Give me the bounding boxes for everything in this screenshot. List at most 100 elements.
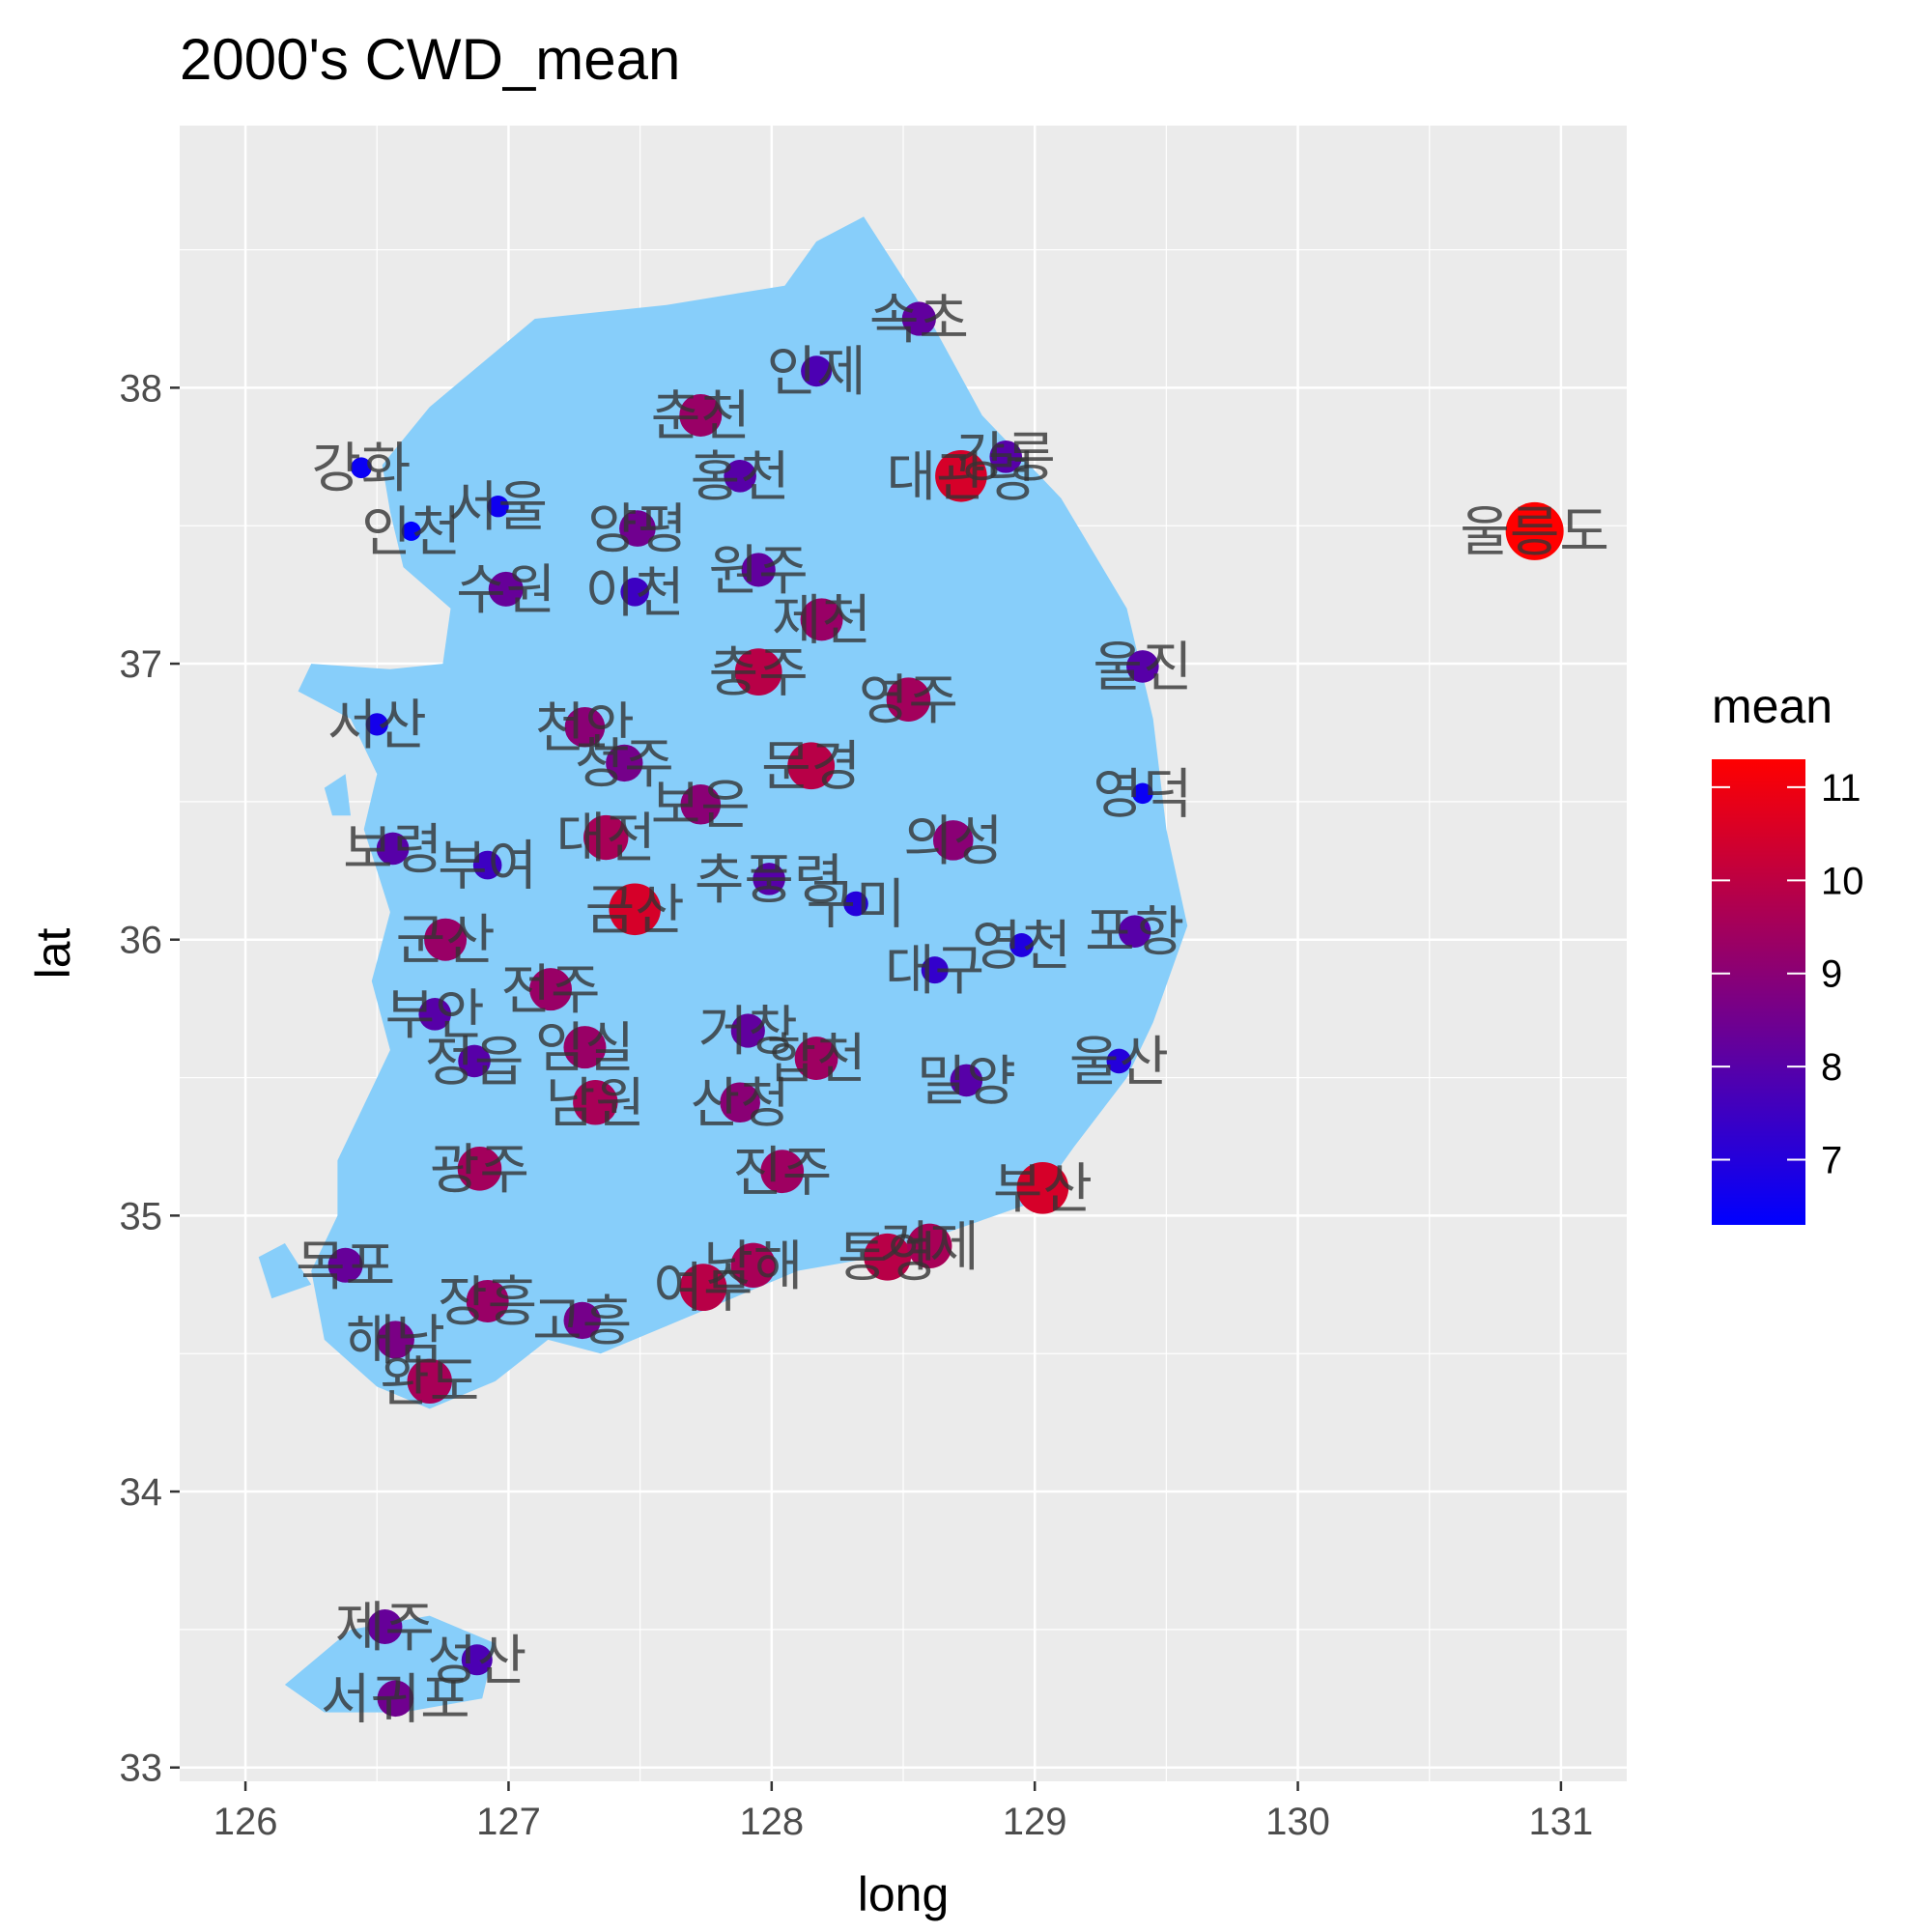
- station-point: [730, 1013, 765, 1048]
- station-point: [680, 783, 722, 825]
- station-label: 울진: [1093, 637, 1192, 699]
- station-point: [950, 1064, 983, 1097]
- station-point: [1106, 1048, 1132, 1074]
- station-label: 청주: [575, 733, 674, 796]
- station-point: [609, 883, 661, 936]
- y-axis: 33 34 35 36 37 38: [120, 367, 180, 1790]
- station-label: 군산: [396, 910, 496, 973]
- station-label: 제주: [335, 1597, 435, 1660]
- station-point: [487, 496, 509, 518]
- station-label: 인제: [767, 341, 867, 404]
- station-point: [901, 301, 936, 336]
- station-point: [720, 1082, 760, 1123]
- station-point: [407, 1358, 452, 1404]
- legend-title: mean: [1712, 679, 1833, 733]
- station-label: 통영: [838, 1227, 937, 1290]
- station-label: 영덕: [1093, 763, 1192, 826]
- station-label: 춘천: [651, 385, 751, 448]
- x-tick-label: 131: [1529, 1801, 1594, 1843]
- station-point: [1126, 650, 1159, 683]
- station-label: 금산: [585, 879, 685, 942]
- station-point: [741, 553, 776, 587]
- station-point: [801, 355, 833, 387]
- station-label: 문경: [761, 736, 861, 799]
- station-label: 충주: [709, 642, 809, 705]
- station-point: [787, 742, 836, 790]
- station-label: 보령: [343, 818, 442, 881]
- station-label: 포항: [1085, 901, 1184, 964]
- west-coast-islands: [324, 774, 351, 816]
- station-point: [619, 510, 656, 547]
- station-point: [563, 1301, 601, 1340]
- station-point: [989, 440, 1023, 473]
- y-tick-label: 33: [120, 1747, 163, 1790]
- y-tick-label: 38: [120, 367, 163, 410]
- station-point: [679, 393, 723, 437]
- station-points: [327, 301, 1564, 1718]
- x-tick-label: 130: [1265, 1801, 1330, 1843]
- station-label: 대전: [556, 808, 656, 870]
- station-label: 합천: [767, 1029, 867, 1092]
- station-label: 제천: [772, 589, 871, 652]
- legend-ticks: 7 8 9 10 11: [1712, 767, 1864, 1182]
- station-label: 이천: [585, 562, 685, 625]
- station-point: [365, 713, 388, 736]
- land-layer: [258, 216, 1188, 1713]
- station-label: 보은: [651, 775, 751, 838]
- station-label: 대관령: [887, 446, 1037, 509]
- chart-title: 2000's CWD_mean: [180, 27, 680, 92]
- station-label: 천안: [535, 697, 635, 760]
- station-point: [864, 1233, 912, 1281]
- station-point: [843, 891, 868, 917]
- jeju-island: [284, 1615, 496, 1713]
- station-point: [886, 677, 931, 722]
- station-label: 광주: [430, 1139, 529, 1202]
- station-label: 목포: [296, 1236, 395, 1298]
- station-point: [1505, 501, 1564, 560]
- station-point: [753, 863, 785, 895]
- y-tick-label: 35: [120, 1195, 163, 1237]
- station-point: [351, 457, 372, 479]
- station-point: [932, 820, 974, 861]
- station-point: [606, 744, 643, 782]
- y-tick-label: 37: [120, 643, 163, 686]
- station-point: [760, 1150, 805, 1194]
- x-tick-label: 128: [739, 1801, 804, 1843]
- station-label: 영주: [859, 669, 958, 732]
- station-label: 성산: [427, 1630, 526, 1692]
- station-label: 서울: [448, 476, 548, 539]
- station-point: [1132, 782, 1153, 805]
- station-label: 전주: [501, 959, 601, 1022]
- station-point: [679, 1264, 727, 1312]
- station-label: 거창: [698, 1001, 798, 1064]
- station-label: 의성: [903, 810, 1003, 873]
- station-label: 추풍령: [695, 849, 844, 912]
- station-point: [573, 1080, 618, 1125]
- station-point: [376, 1321, 414, 1359]
- south-coast-islands: [258, 1243, 312, 1299]
- station-point: [730, 1242, 776, 1289]
- station-point: [800, 598, 843, 641]
- station-point: [734, 648, 782, 696]
- y-axis-title: lat: [26, 927, 80, 979]
- station-point: [472, 850, 502, 880]
- station-point: [461, 1644, 493, 1676]
- station-label: 부산: [993, 1158, 1093, 1221]
- station-label: 수원: [456, 559, 555, 622]
- station-label: 부여: [438, 836, 537, 898]
- station-point: [327, 1247, 363, 1283]
- station-label: 밀양: [917, 1050, 1016, 1113]
- station-label: 강릉: [956, 427, 1056, 490]
- y-tick-label: 36: [120, 920, 163, 962]
- station-point: [1016, 1162, 1069, 1214]
- station-label: 속초: [869, 289, 969, 352]
- station-point: [458, 1044, 491, 1078]
- station-label: 영천: [972, 915, 1071, 978]
- station-point: [529, 968, 573, 1011]
- station-label: 완도: [380, 1351, 479, 1414]
- station-point: [488, 571, 524, 607]
- legend-tick-label: 11: [1821, 767, 1861, 810]
- station-label: 원주: [709, 540, 809, 603]
- station-point: [376, 832, 410, 866]
